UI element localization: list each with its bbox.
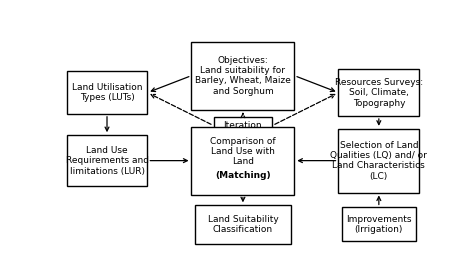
Text: Selection of Land
Qualities (LQ) and/ or
Land Characteristics
(LC): Selection of Land Qualities (LQ) and/ or… — [330, 140, 427, 181]
Text: Land Use
Requirements and
limitations (LUR): Land Use Requirements and limitations (L… — [65, 146, 148, 176]
FancyBboxPatch shape — [66, 71, 147, 114]
FancyBboxPatch shape — [195, 205, 291, 243]
Text: Land Utilisation
Types (LUTs): Land Utilisation Types (LUTs) — [72, 83, 142, 102]
FancyBboxPatch shape — [213, 117, 272, 134]
Text: Iteration: Iteration — [224, 121, 262, 130]
Text: Comparison of
Land Use with
Land: Comparison of Land Use with Land — [210, 137, 276, 166]
Text: Land Suitability
Classification: Land Suitability Classification — [208, 215, 278, 234]
Text: Objectives:
Land suitability for
Barley, Wheat, Maize
and Sorghum: Objectives: Land suitability for Barley,… — [195, 55, 291, 96]
Text: Resources Surveys:
Soil, Climate,
Topography: Resources Surveys: Soil, Climate, Topogr… — [335, 78, 423, 108]
FancyBboxPatch shape — [191, 42, 294, 110]
FancyBboxPatch shape — [191, 127, 294, 195]
FancyBboxPatch shape — [338, 69, 419, 116]
FancyBboxPatch shape — [66, 135, 147, 186]
Text: Improvements
(Irrigation): Improvements (Irrigation) — [346, 215, 411, 234]
FancyBboxPatch shape — [338, 129, 419, 193]
FancyBboxPatch shape — [342, 207, 416, 242]
Text: (Matching): (Matching) — [215, 171, 271, 180]
